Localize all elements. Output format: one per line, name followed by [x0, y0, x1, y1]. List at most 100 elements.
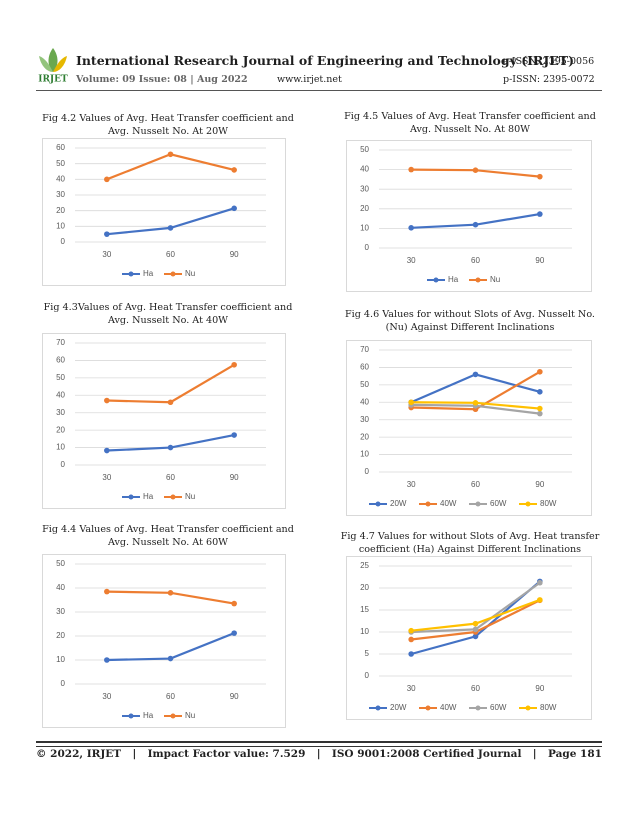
- data-point: [472, 221, 479, 228]
- logo-leaf: [53, 56, 67, 72]
- legend-label: 60W: [490, 703, 507, 712]
- legend-marker: [425, 705, 431, 711]
- footer-text: |: [132, 748, 137, 760]
- y-tick-label: 20: [56, 425, 65, 434]
- y-tick-label: 10: [360, 627, 369, 636]
- data-point: [537, 389, 543, 395]
- chart: 0 10 20 30 40 50 30 60 90 Ha Nu: [346, 140, 592, 292]
- data-point: [104, 657, 110, 663]
- y-tick-label: 50: [360, 145, 369, 154]
- data-point: [231, 600, 237, 607]
- y-tick-label: 0: [61, 460, 66, 469]
- chart-border: [42, 554, 286, 728]
- y-tick-label: 70: [360, 345, 369, 354]
- legend-marker: [375, 705, 381, 711]
- website: www.irjet.net: [277, 74, 342, 85]
- figure-caption: Fig 4.4 Values of Avg. Heat Transfer coe…: [42, 524, 294, 548]
- legend-label: Ha: [448, 275, 459, 284]
- legend-label: 40W: [440, 499, 457, 508]
- y-tick-label: 30: [56, 190, 65, 199]
- data-point: [167, 399, 174, 406]
- legend-label: 60W: [490, 499, 507, 508]
- legend-marker: [475, 277, 481, 283]
- legend-label: 20W: [390, 703, 407, 712]
- logo-text: IRJET: [38, 75, 68, 85]
- y-tick-label: 5: [365, 649, 370, 658]
- legend-marker: [525, 501, 531, 507]
- legend-label: Nu: [185, 269, 195, 278]
- y-tick-label: 20: [56, 206, 65, 215]
- x-tick-label: 30: [102, 473, 111, 482]
- x-tick-label: 60: [166, 473, 175, 482]
- data-point: [231, 205, 237, 212]
- y-tick-label: 10: [360, 450, 369, 459]
- y-tick-label: 0: [365, 467, 370, 476]
- x-tick-label: 90: [535, 684, 544, 693]
- x-tick-label: 60: [166, 692, 175, 701]
- data-point: [472, 400, 479, 406]
- legend-marker: [475, 501, 481, 507]
- data-point: [472, 620, 479, 627]
- y-tick-label: 70: [56, 338, 65, 347]
- footer: © 2022, IRJET | Impact Factor value: 7.529…: [36, 748, 602, 760]
- data-point: [167, 655, 174, 662]
- legend-marker: [475, 705, 481, 711]
- y-tick-label: 20: [360, 432, 369, 441]
- y-tick-label: 10: [360, 224, 369, 233]
- y-tick-label: 30: [56, 607, 65, 616]
- y-tick-label: 50: [56, 559, 65, 568]
- data-point: [231, 432, 237, 438]
- data-point: [408, 651, 414, 657]
- x-tick-label: 60: [471, 256, 480, 265]
- figure-caption: Fig 4.6 Values for without Slots of Avg.…: [345, 309, 595, 333]
- y-tick-label: 0: [61, 237, 66, 246]
- data-point: [472, 633, 479, 640]
- legend-marker: [170, 271, 176, 277]
- data-point: [231, 630, 237, 636]
- chart: 0 10 20 30 40 50 60 30 60 90 Ha Nu: [42, 138, 286, 286]
- x-tick-label: 60: [471, 684, 480, 693]
- y-tick-label: 20: [56, 631, 65, 640]
- data-point: [472, 371, 479, 378]
- chart: 0 10 20 30 40 50 60 70 30 60 90 Ha Nu: [42, 333, 286, 509]
- y-tick-label: 50: [56, 159, 65, 168]
- y-tick-label: 40: [56, 583, 65, 592]
- legend-marker: [433, 277, 439, 283]
- legend-label: Ha: [143, 711, 154, 720]
- figure-caption: Fig 4.2 Values of Avg. Heat Transfer coe…: [42, 113, 294, 137]
- data-point: [537, 211, 543, 217]
- volume: Volume: 09 Issue: 08 | Aug 2022: [76, 74, 248, 85]
- y-tick-label: 0: [365, 243, 370, 252]
- y-tick-label: 40: [360, 165, 369, 174]
- y-tick-label: 30: [360, 184, 369, 193]
- legend-marker: [128, 271, 134, 277]
- y-tick-label: 10: [56, 655, 65, 664]
- y-tick-label: 15: [360, 605, 369, 614]
- x-tick-label: 90: [535, 256, 544, 265]
- data-point: [408, 636, 414, 643]
- x-tick-label: 30: [102, 250, 111, 259]
- legend-label: Ha: [143, 269, 154, 278]
- figure-caption: Fig 4.3Values of Avg. Heat Transfer coef…: [43, 302, 293, 326]
- x-tick-label: 60: [166, 250, 175, 259]
- chart: 0 10 20 30 40 50 30 60 90 Ha Nu: [42, 554, 286, 728]
- chart-border: [346, 140, 592, 292]
- chart-border: [42, 138, 286, 286]
- legend-label: 80W: [540, 703, 557, 712]
- data-point: [104, 397, 110, 404]
- legend-marker: [525, 705, 531, 711]
- x-tick-label: 90: [230, 692, 239, 701]
- x-tick-label: 30: [102, 692, 111, 701]
- data-point: [408, 225, 414, 231]
- legend-marker: [170, 713, 176, 719]
- y-tick-label: 50: [56, 373, 65, 382]
- legend-label: Ha: [143, 492, 154, 501]
- data-point: [408, 166, 414, 173]
- x-tick-label: 90: [535, 480, 544, 489]
- legend-marker: [128, 494, 134, 500]
- legend-label: 80W: [540, 499, 557, 508]
- legend-marker: [375, 501, 381, 507]
- legend-marker: [425, 501, 431, 507]
- x-tick-label: 60: [471, 480, 480, 489]
